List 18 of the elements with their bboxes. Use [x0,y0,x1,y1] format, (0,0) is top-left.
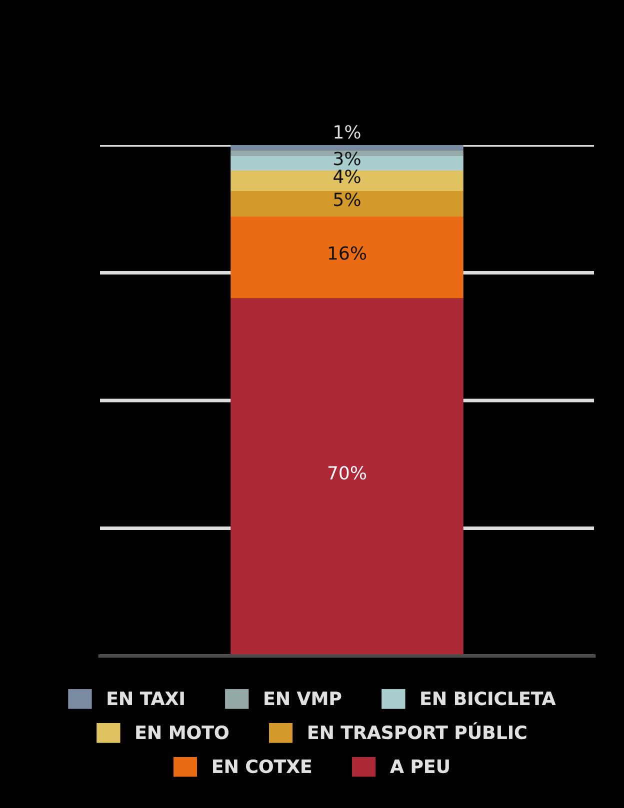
bar [230,216,464,298]
bar [230,298,464,656]
data-label: 16% [328,246,366,260]
legend-label: EN TRASPORT PÚBLIC [308,722,526,740]
bar [230,190,464,217]
data-label: 3% [334,152,360,166]
legend-label: EN COTXE [213,759,312,774]
data-label: 4% [334,170,360,184]
legend-label: A PEU [390,760,449,774]
legend-label: EN TAXI [108,692,184,705]
data-label: 5% [334,192,360,206]
legend-label: EN BICICLETA [421,692,556,706]
data-label: 70% [328,466,366,480]
legend-label: EN MOTO [136,726,228,740]
legend-label: EN VMP [264,692,342,705]
data-label: 1% [334,125,360,139]
bar [230,145,464,150]
bar [230,170,464,191]
